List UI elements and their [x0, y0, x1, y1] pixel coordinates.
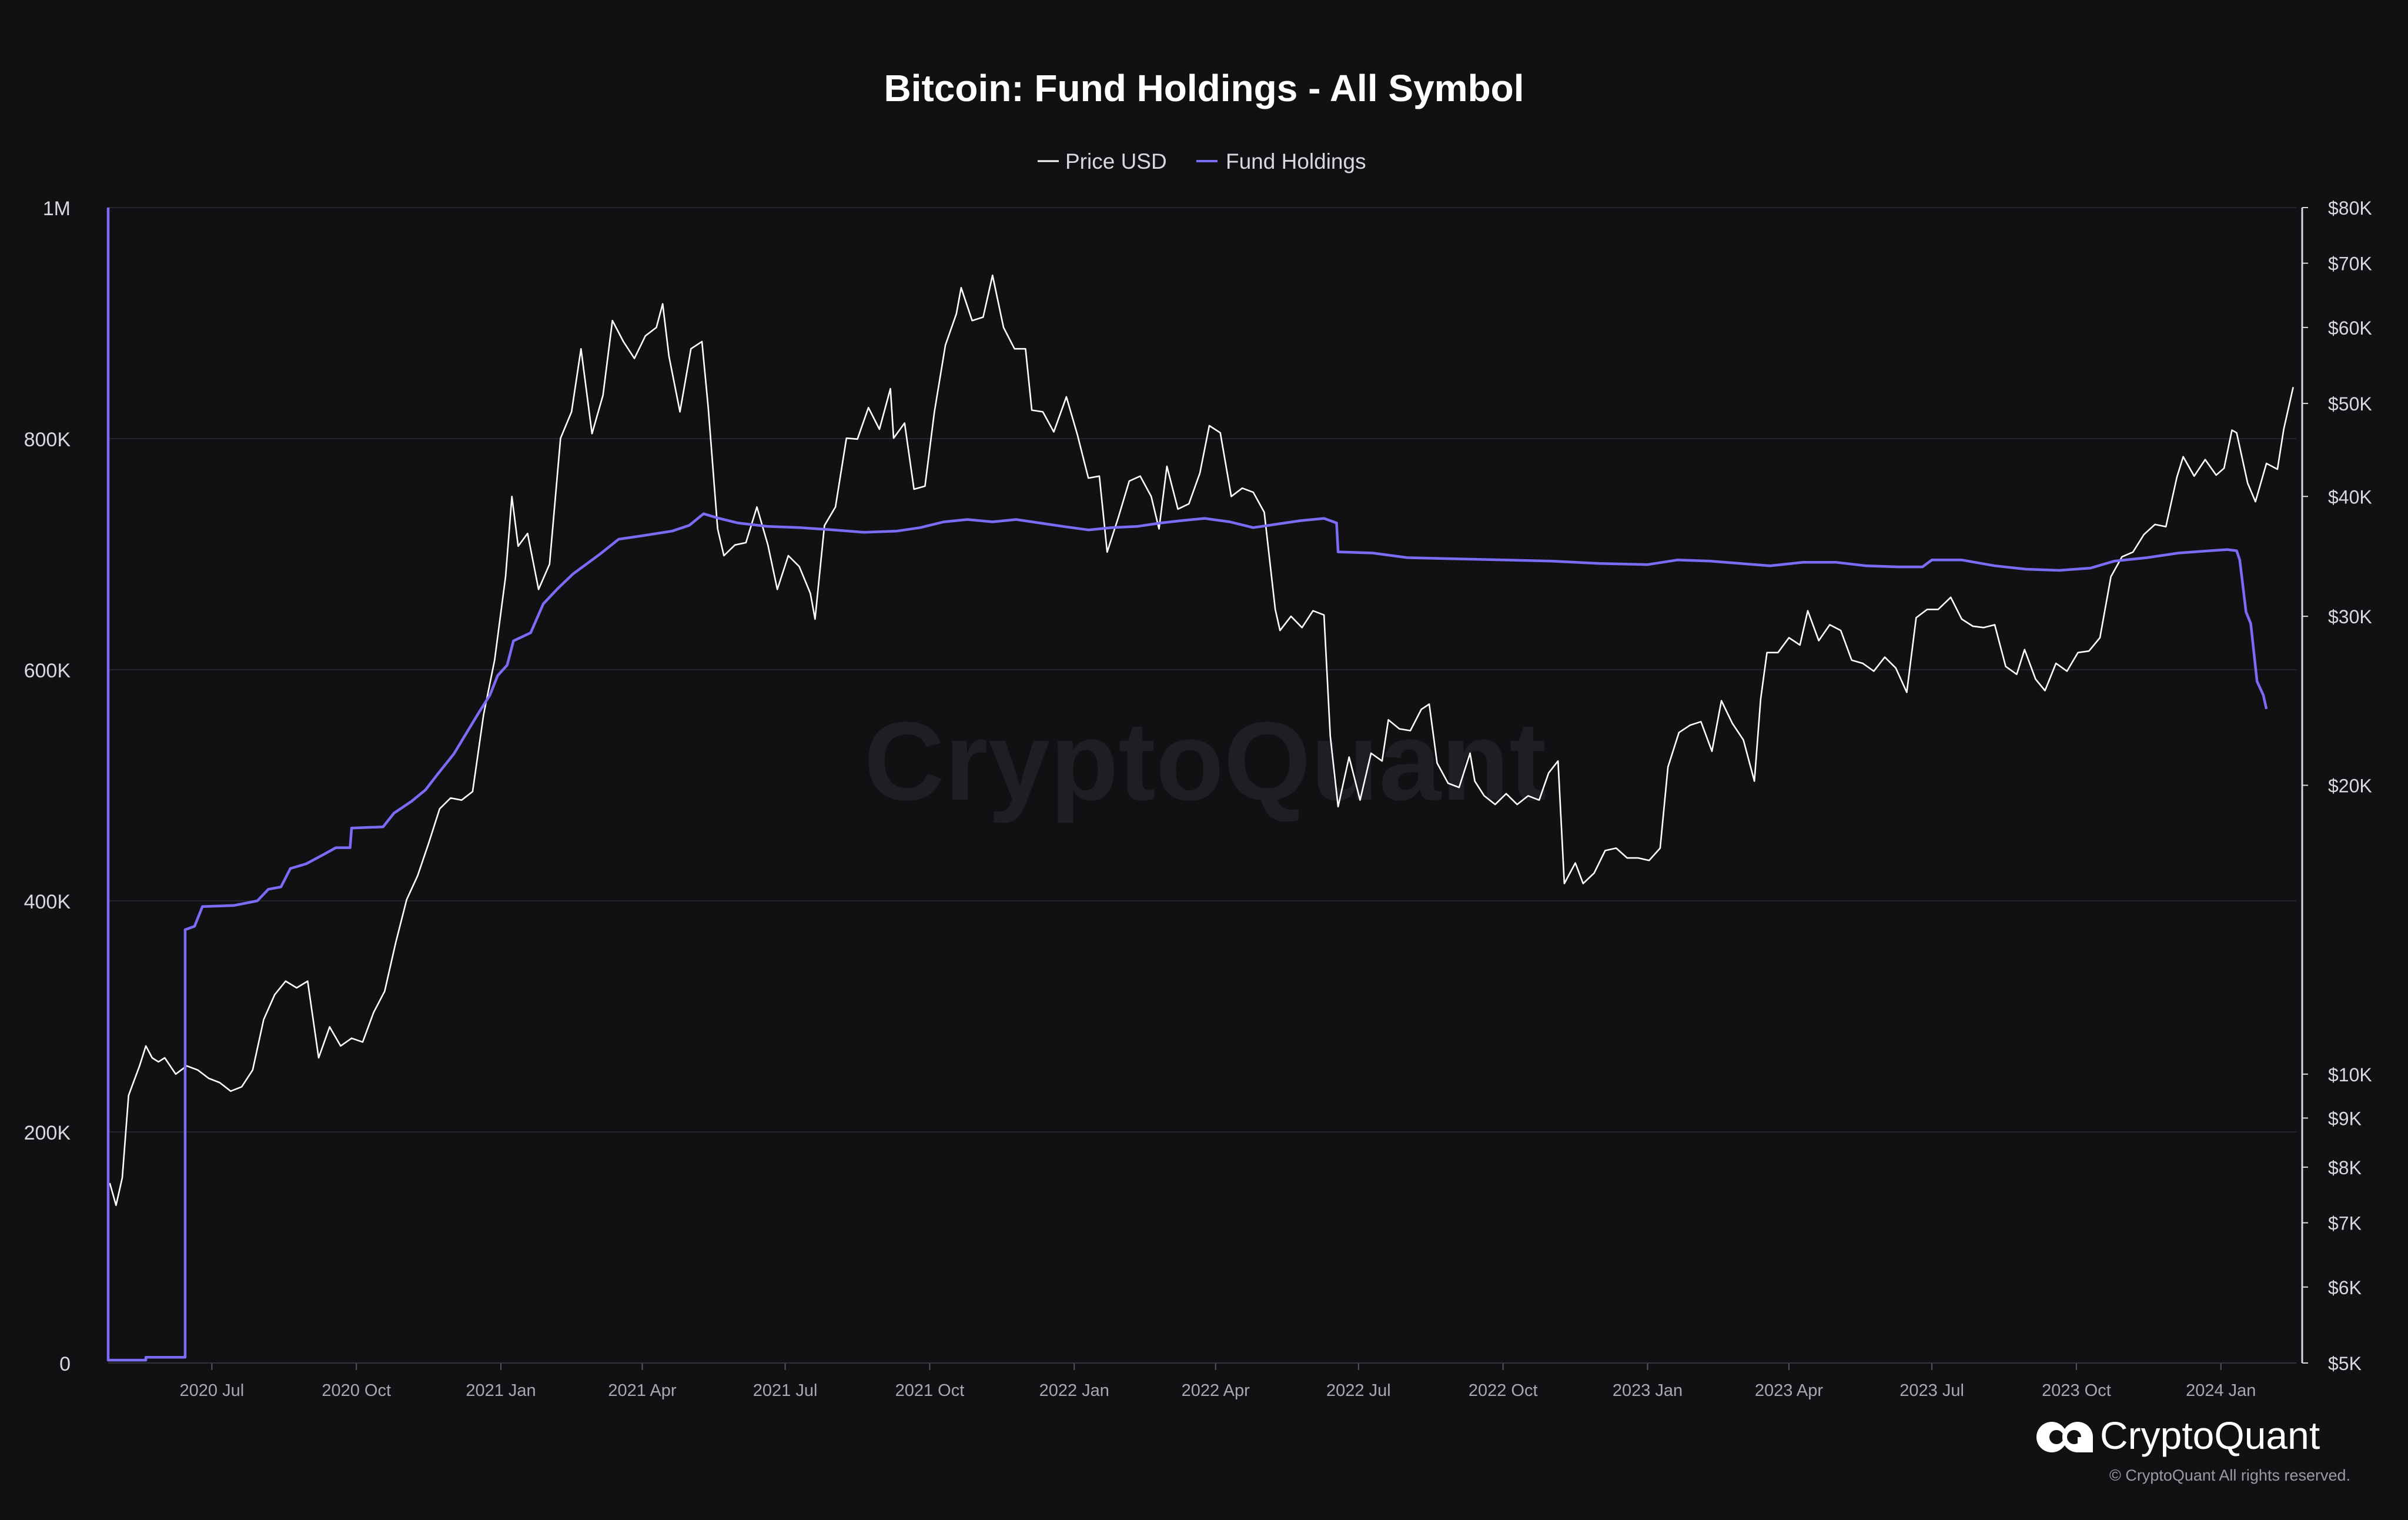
x-tick-label: 2022 Oct: [1469, 1381, 1538, 1400]
right-tick-label: $9K: [2328, 1108, 2362, 1129]
gridlines: [108, 207, 2296, 1133]
watermark: CryptoQuant: [864, 699, 1546, 824]
left-axis: 0 200K 400K 600K 800K 1M: [24, 198, 71, 1375]
x-tick-label: 2024 Jan: [2186, 1381, 2256, 1400]
right-tick-label: $7K: [2328, 1213, 2362, 1234]
x-tick-label: 2021 Apr: [608, 1381, 676, 1400]
x-tick-label: 2021 Jul: [753, 1381, 818, 1400]
legend-item-fund-holdings[interactable]: Fund Holdings: [1196, 149, 1366, 173]
left-tick-label: 1M: [43, 198, 71, 220]
right-tick-label: $30K: [2328, 606, 2372, 627]
logo-mark-icon: [2036, 1422, 2093, 1452]
copyright-text: © CryptoQuant All rights reserved.: [2109, 1466, 2350, 1484]
brand-logo: CryptoQuant: [2036, 1414, 2320, 1457]
right-tick-label: $70K: [2328, 253, 2372, 275]
right-tick-label: $8K: [2328, 1157, 2362, 1178]
left-tick-label: 200K: [24, 1122, 71, 1144]
right-tick-label: $40K: [2328, 486, 2372, 507]
right-axis: $5K $6K $7K $8K $9K $10K $20K $30K $40K $50K $60K $…: [2302, 198, 2372, 1374]
left-tick-label: 800K: [24, 429, 71, 451]
x-tick-label: 2021 Oct: [895, 1381, 965, 1400]
x-tick-label: 2022 Jan: [1039, 1381, 1109, 1400]
x-tick-label: 2023 Oct: [2042, 1381, 2111, 1400]
x-tick-label: 2023 Jul: [1899, 1381, 1964, 1400]
right-tick-label: $10K: [2328, 1064, 2372, 1085]
right-tick-label: $5K: [2328, 1353, 2362, 1374]
x-tick-label: 2021 Jan: [466, 1381, 536, 1400]
legend-label-fund-holdings: Fund Holdings: [1226, 149, 1366, 173]
x-tick-label: 2022 Apr: [1182, 1381, 1250, 1400]
right-tick-label: $80K: [2328, 198, 2372, 219]
right-tick-label: $60K: [2328, 318, 2372, 339]
left-tick-label: 400K: [24, 891, 71, 913]
series-line-fund-holdings: [106, 208, 2268, 1362]
x-axis: 2020 Jul 2020 Oct 2021 Jan 2021 Apr 2021 Jul…: [180, 1363, 2256, 1400]
left-tick-label: 600K: [24, 660, 71, 682]
x-tick-label: 2020 Oct: [322, 1381, 391, 1400]
x-tick-label: 2023 Apr: [1755, 1381, 1823, 1400]
right-tick-label: $20K: [2328, 776, 2372, 797]
x-tick-label: 2023 Jan: [1613, 1381, 1683, 1400]
legend: Price USD Fund Holdings: [1038, 149, 1366, 173]
right-tick-label: $6K: [2328, 1277, 2362, 1298]
x-tick-label: 2022 Jul: [1326, 1381, 1391, 1400]
legend-item-price[interactable]: Price USD: [1038, 149, 1167, 173]
x-tick-label: 2020 Jul: [180, 1381, 245, 1400]
left-tick-label: 0: [59, 1353, 71, 1375]
chart-title: Bitcoin: Fund Holdings - All Symbol: [884, 67, 1524, 109]
brand-logo-text: CryptoQuant: [2100, 1414, 2320, 1457]
series-line-price-usd: [109, 274, 2294, 1207]
right-tick-label: $50K: [2328, 393, 2372, 415]
legend-label-price: Price USD: [1065, 149, 1167, 173]
